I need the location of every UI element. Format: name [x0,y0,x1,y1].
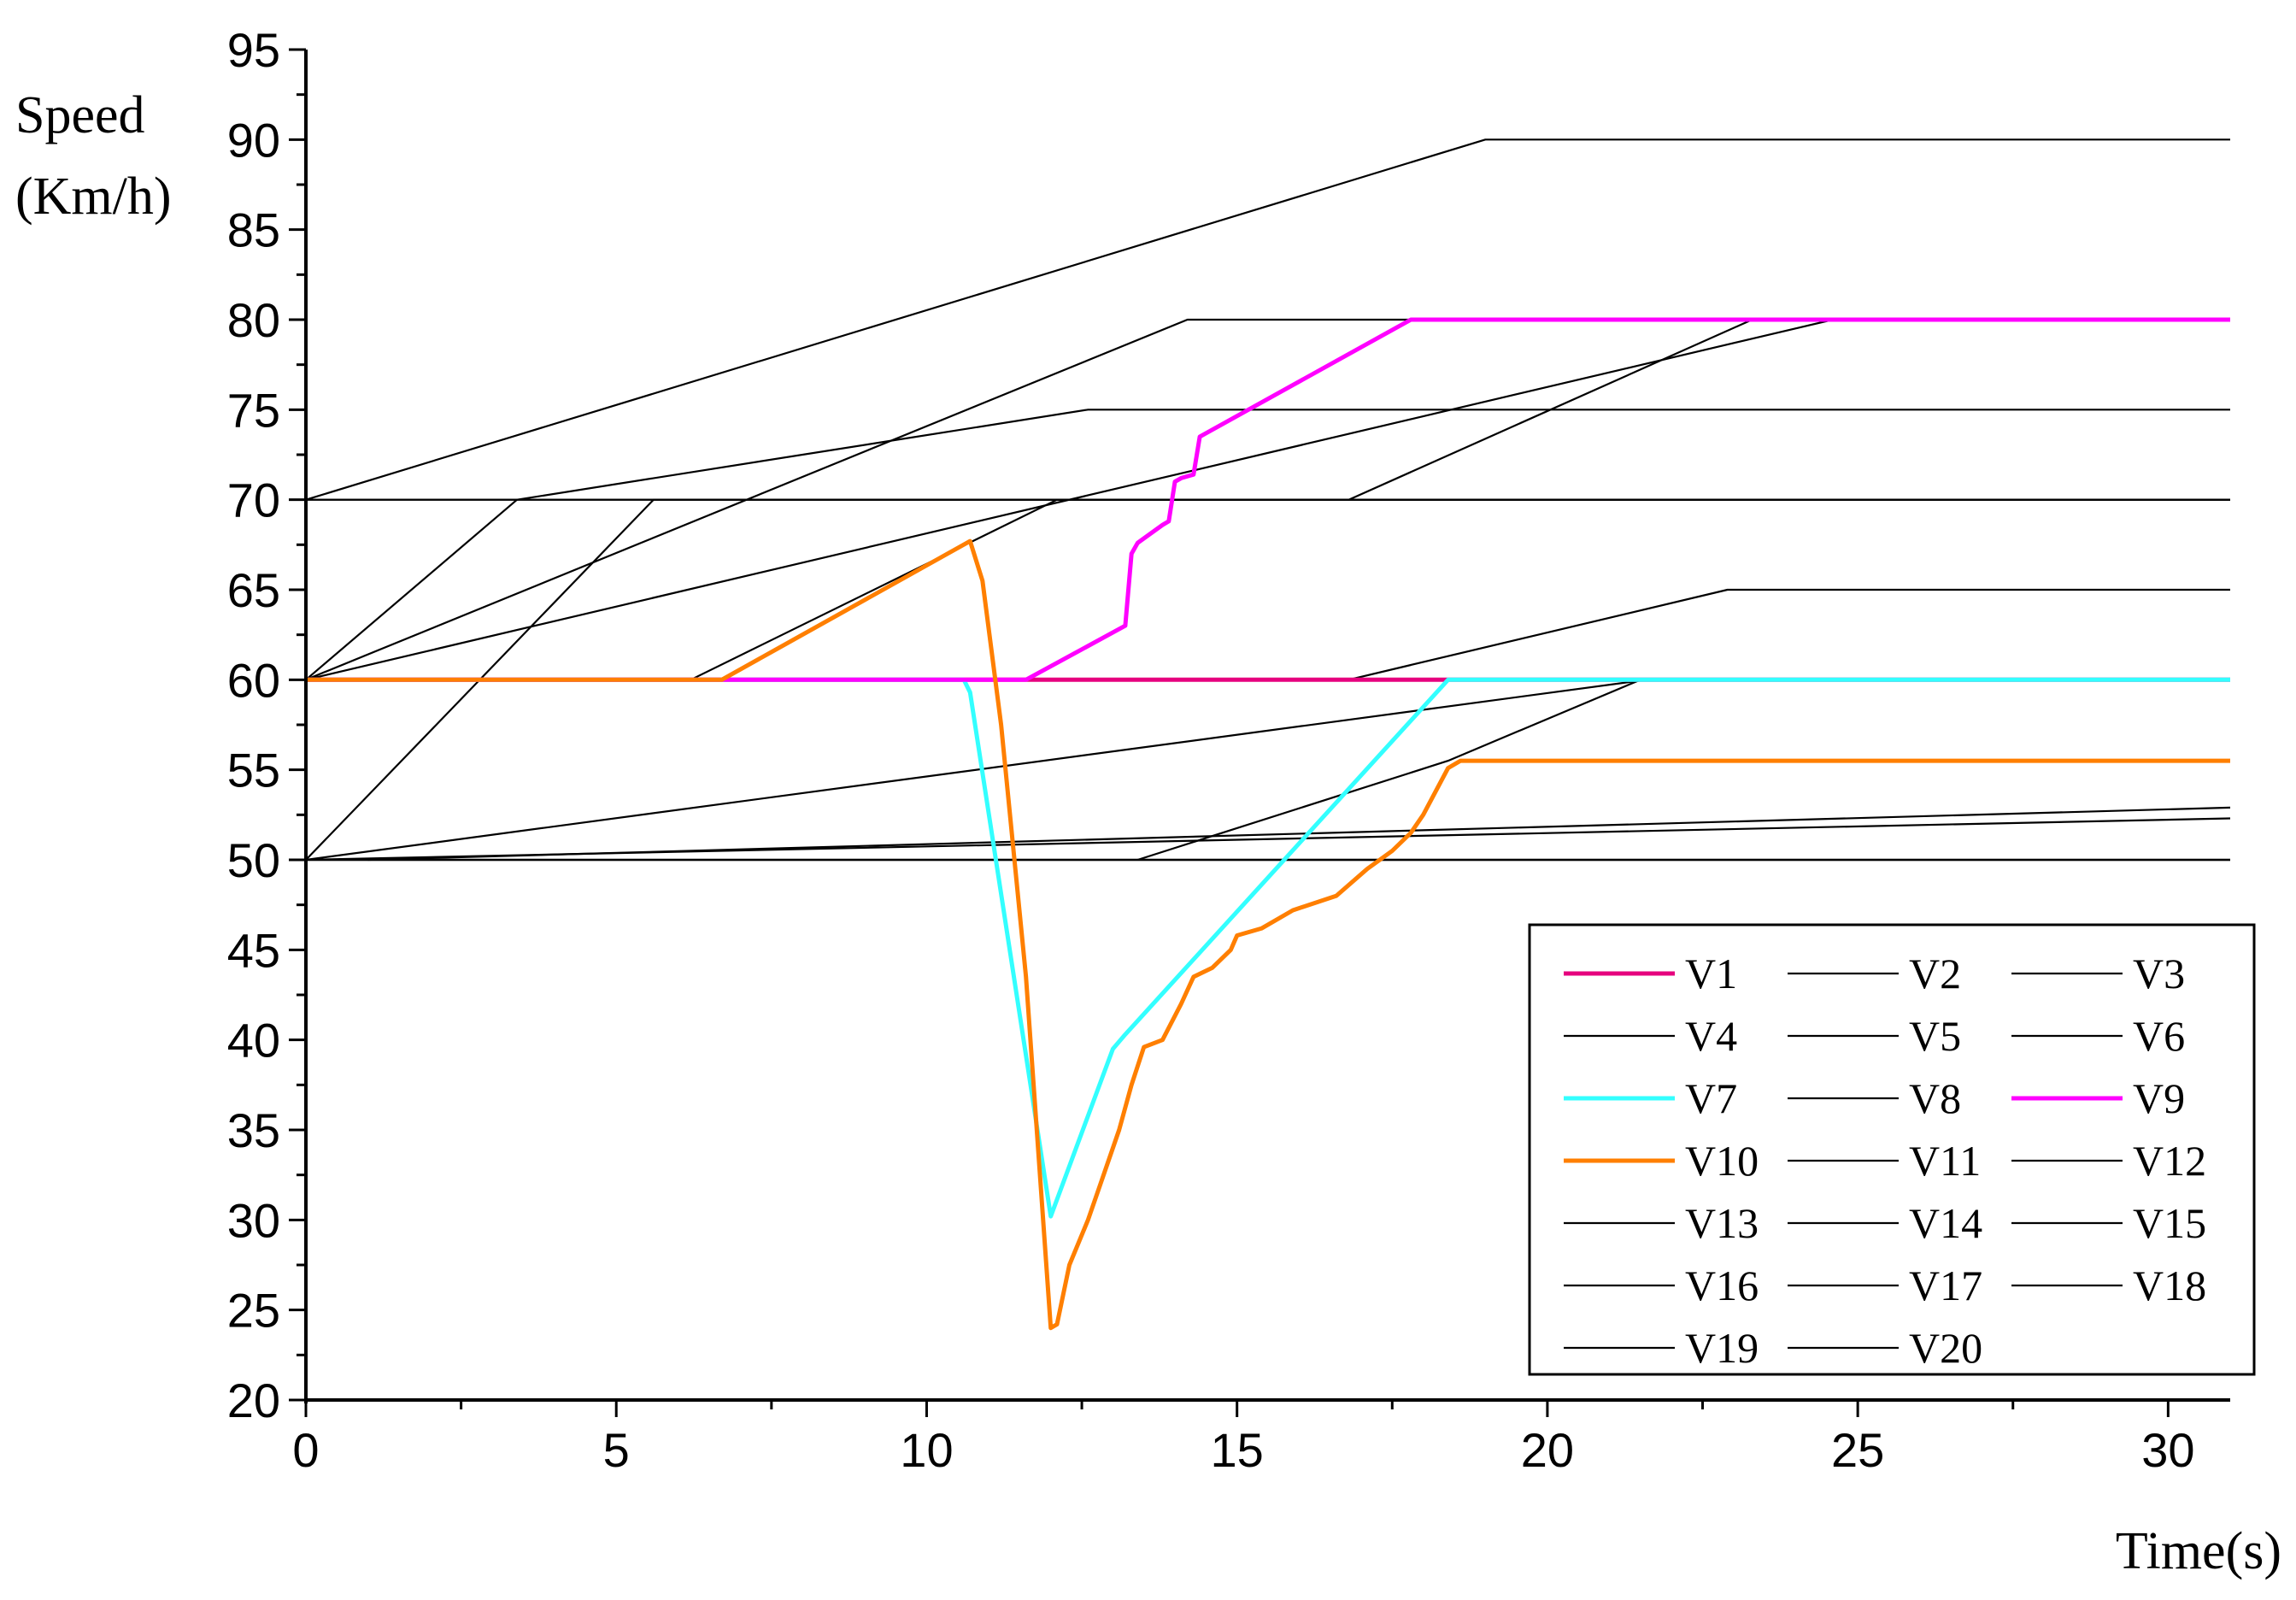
legend-label-v6: V6 [2133,1012,2185,1060]
axes-layer: 0 5 10 15 20 25 30 20 25 30 35 40 45 50 55 60 65 70 75 80 85… [227,23,2230,1477]
x-tick-label: 5 [603,1423,630,1477]
x-tick-label: 30 [2141,1423,2194,1477]
y-tick-label: 80 [227,293,280,347]
y-tick-label: 95 [227,23,280,77]
legend-label-v3: V3 [2133,950,2185,997]
y-tick-label: 20 [227,1374,280,1427]
y-tick-label: 55 [227,744,280,797]
y-tick-label: 45 [227,923,280,977]
y-tick-label: 50 [227,833,280,887]
x-tick-label: 25 [1831,1423,1884,1477]
series-line-v10 [306,538,2230,1331]
legend-label-v1: V1 [1685,950,1737,997]
legend-label-v8: V8 [1909,1074,1961,1122]
legend-label-v14: V14 [1909,1199,1982,1247]
legend-label-v7: V7 [1685,1074,1737,1122]
y-tick-label: 65 [227,563,280,617]
y-tick-label: 70 [227,474,280,527]
legend-label-v5: V5 [1909,1012,1961,1060]
legend-label-v9: V9 [2133,1074,2185,1122]
series-layer [305,138,2231,1331]
legend-label-v13: V13 [1685,1199,1759,1247]
legend-box [1528,923,2256,1376]
series-line-v11 [305,679,2230,862]
legend-label-v18: V18 [2133,1262,2206,1309]
legend-label-v19: V19 [1685,1324,1759,1372]
legend-label-v2: V2 [1909,950,1961,997]
y-tick-label: 90 [227,113,280,167]
legend-label-v12: V12 [2133,1137,2206,1185]
y-tick-label: 35 [227,1103,280,1157]
y-axis-title-line2: (Km/h) [15,168,172,226]
y-tick-label: 75 [227,383,280,437]
y-axis-title-line1: Speed [15,86,145,144]
legend-label-v4: V4 [1685,1012,1737,1060]
legend-label-v10: V10 [1685,1137,1759,1185]
y-tick-label: 60 [227,653,280,707]
y-tick-label: 30 [227,1193,280,1247]
x-tick-label: 0 [292,1423,319,1477]
series-line-v5 [305,409,2230,681]
legend-label-v15: V15 [2133,1199,2206,1247]
legend-label-v11: V11 [1909,1137,1981,1185]
x-tick-label: 20 [1521,1423,1574,1477]
y-tick-label: 40 [227,1014,280,1068]
series-line-v9 [306,317,2230,682]
legend-label-v16: V16 [1685,1262,1759,1309]
x-tick-label: 15 [1211,1423,1264,1477]
legend-label-v17: V17 [1909,1262,1982,1309]
series-line-v12 [306,588,2230,681]
legend: V1 V2 V3 V4 V5 V6 V7 V8 V9 V10 V11 V12 V13 V14 V15 V16 V… [1528,923,2256,1376]
y-tick-label: 85 [227,203,280,257]
series-line-v14 [367,806,2231,862]
x-axis-title: Time(s) [2116,1522,2281,1580]
x-tick-label: 10 [900,1423,953,1477]
y-tick-label: 25 [227,1284,280,1338]
legend-label-v20: V20 [1909,1324,1982,1372]
series-line-v2 [305,138,2230,501]
